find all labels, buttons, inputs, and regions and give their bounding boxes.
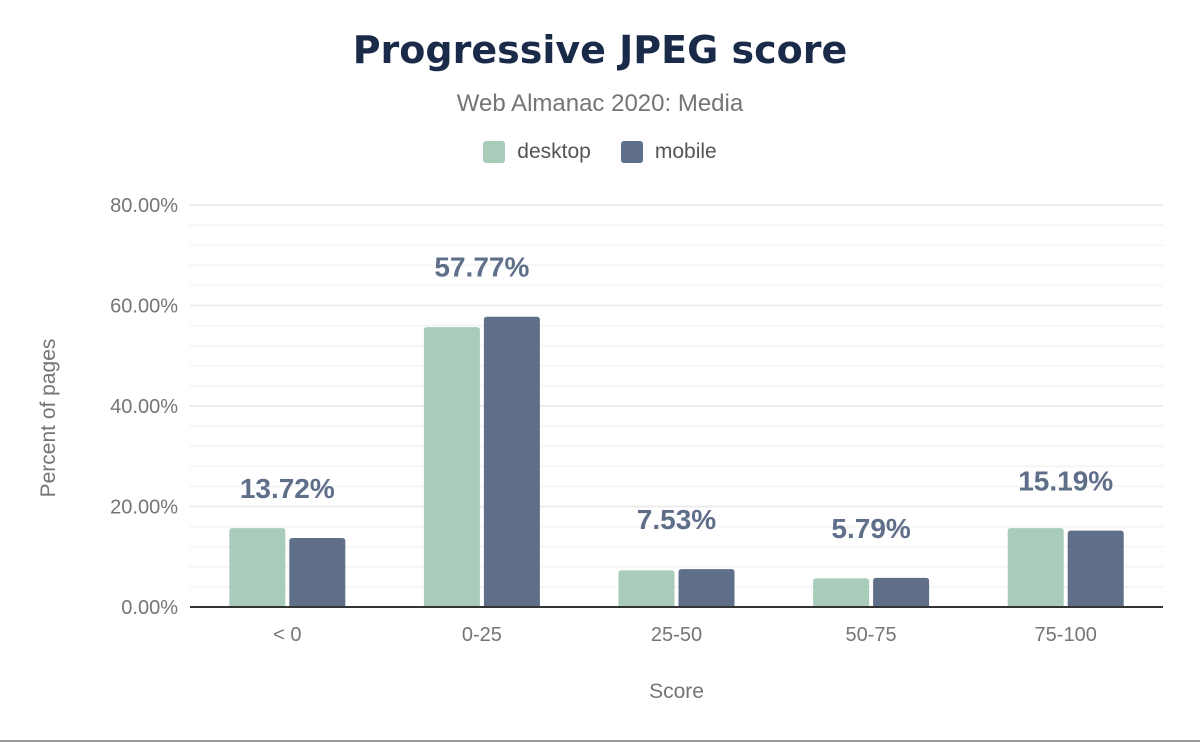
bar-mobile — [483, 316, 540, 607]
legend-item-mobile[interactable]: mobile — [620, 140, 717, 164]
x-tick-label: 50-75 — [846, 624, 897, 646]
y-tick-label: 20.00% — [110, 497, 178, 519]
data-label: 7.53% — [637, 504, 716, 535]
bar-mobile — [678, 569, 735, 607]
x-tick-label: < 0 — [273, 624, 301, 646]
legend-item-desktop[interactable]: desktop — [483, 140, 591, 164]
y-tick-label: 0.00% — [121, 597, 178, 619]
legend-label-desktop: desktop — [517, 140, 591, 163]
bar-desktop — [1007, 528, 1064, 607]
y-tick-label: 40.00% — [110, 396, 178, 418]
data-label: 15.19% — [1018, 466, 1113, 497]
bar-mobile — [1067, 530, 1124, 607]
bar-desktop — [423, 327, 480, 607]
bar-desktop — [229, 528, 286, 607]
data-label: 13.72% — [240, 473, 335, 504]
bar-desktop — [618, 570, 675, 607]
x-tick-label: 75-100 — [1035, 624, 1097, 646]
legend-swatch-mobile — [620, 141, 643, 163]
y-tick-label: 60.00% — [110, 296, 178, 318]
bar-mobile — [873, 577, 930, 607]
legend-swatch-desktop — [483, 141, 506, 163]
chart-subtitle: Web Almanac 2020: Media — [456, 90, 744, 117]
y-tick-label: 80.00% — [110, 195, 178, 217]
x-tick-label: 0-25 — [462, 624, 502, 646]
x-axis-label: Score — [649, 680, 704, 703]
data-label: 57.77% — [434, 252, 529, 283]
legend: desktop mobile — [0, 140, 1200, 164]
data-label: 5.79% — [831, 513, 910, 544]
bar-mobile — [289, 538, 346, 607]
chart-title: Progressive JPEG score — [352, 28, 848, 72]
bottom-border — [0, 740, 1200, 742]
y-axis-label: Percent of pages — [37, 339, 60, 498]
bar-desktop — [813, 578, 870, 607]
legend-label-mobile: mobile — [654, 140, 717, 163]
x-tick-label: 25-50 — [651, 624, 702, 646]
